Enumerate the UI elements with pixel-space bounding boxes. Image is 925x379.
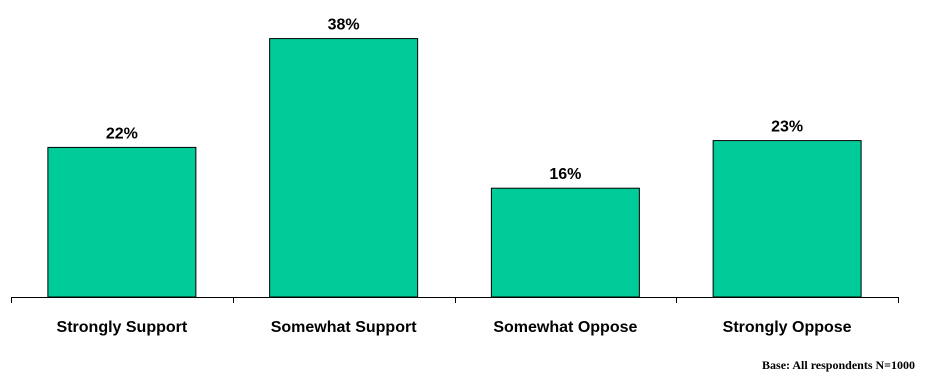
bar-3 — [490, 187, 640, 298]
base-footnote: Base: All respondents N=1000 — [762, 358, 915, 372]
data-label-3: 16% — [549, 166, 581, 183]
data-label-2: 38% — [328, 17, 360, 34]
category-labels-group: Strongly Support Somewhat Support Somewhat… — [57, 319, 852, 336]
data-labels-group: 22% 38% 16% 23% — [106, 17, 803, 184]
bar-1 — [47, 146, 197, 298]
x-axis — [11, 297, 899, 303]
bar-2 — [269, 38, 419, 298]
category-label-4: Strongly Oppose — [723, 319, 852, 336]
data-label-4: 23% — [771, 119, 803, 136]
category-label-3: Somewhat Oppose — [493, 319, 637, 336]
category-label-2: Somewhat Support — [271, 319, 417, 336]
data-label-1: 22% — [106, 125, 138, 142]
bars-group — [47, 38, 862, 298]
bar-4 — [712, 140, 862, 298]
category-label-1: Strongly Support — [57, 319, 188, 336]
